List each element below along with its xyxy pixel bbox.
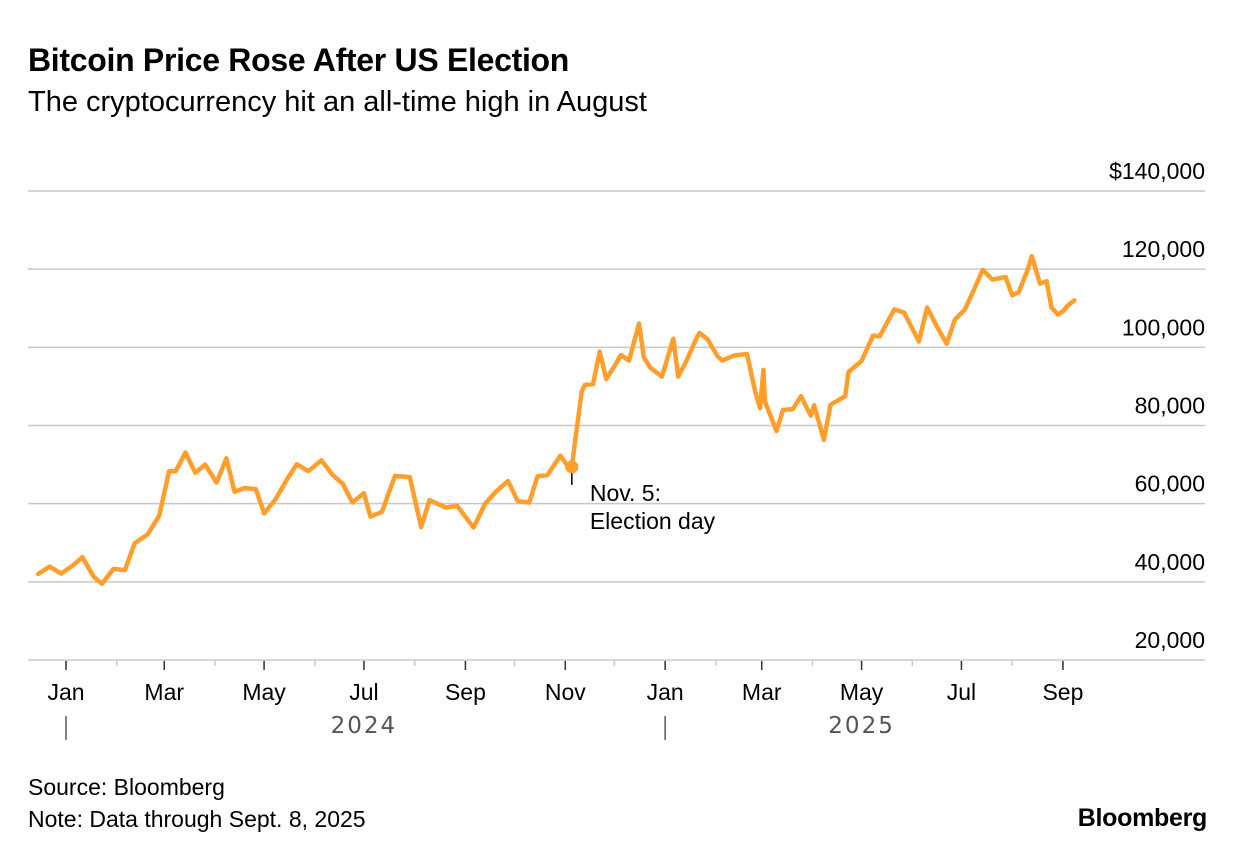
x-tick-label: Jan [47, 679, 84, 705]
x-axis: Jan Mar May Jul Sep Nov Jan Mar May Jul Sep 2024 202… [47, 660, 1083, 740]
x-tick-label: May [840, 679, 884, 705]
x-tick-label: Sep [445, 679, 486, 705]
year-label: 2024 [331, 713, 398, 739]
y-tick-label: 20,000 [1135, 627, 1205, 653]
x-tick-label: Mar [742, 679, 782, 705]
election-day-marker [565, 460, 579, 474]
source-note: Source: Bloomberg [28, 774, 225, 800]
x-tick-label: Nov [545, 679, 586, 705]
x-tick-label: Jan [647, 679, 684, 705]
y-tick-label: 100,000 [1122, 314, 1205, 340]
x-tick-label: Mar [144, 679, 184, 705]
y-tick-label: 60,000 [1135, 471, 1205, 497]
chart-title: Bitcoin Price Rose After US Election [28, 42, 570, 78]
year-label: 2025 [828, 713, 895, 739]
election-annotation: Nov. 5: Election day [565, 460, 716, 534]
gridlines [28, 190, 1205, 661]
x-tick-label: Jul [349, 679, 378, 705]
chart-subtitle: The cryptocurrency hit an all-time high … [28, 86, 647, 118]
y-tick-label: 40,000 [1135, 549, 1205, 575]
price-line [35, 254, 1077, 587]
y-tick-label: $140,000 [1109, 158, 1205, 184]
bloomberg-logo: Bloomberg [1077, 804, 1208, 832]
x-tick-label: Sep [1042, 679, 1083, 705]
y-tick-label: 120,000 [1122, 236, 1205, 262]
data-note: Note: Data through Sept. 8, 2025 [28, 806, 366, 832]
annotation-line-2: Election day [590, 508, 716, 534]
y-tick-label: 80,000 [1135, 393, 1205, 419]
y-axis: 20,000 40,000 60,000 80,000 100,000 120,000 $1… [1109, 158, 1205, 653]
annotation-line-1: Nov. 5: [590, 480, 661, 506]
x-tick-label: Jul [947, 679, 976, 705]
x-tick-label: May [242, 679, 286, 705]
